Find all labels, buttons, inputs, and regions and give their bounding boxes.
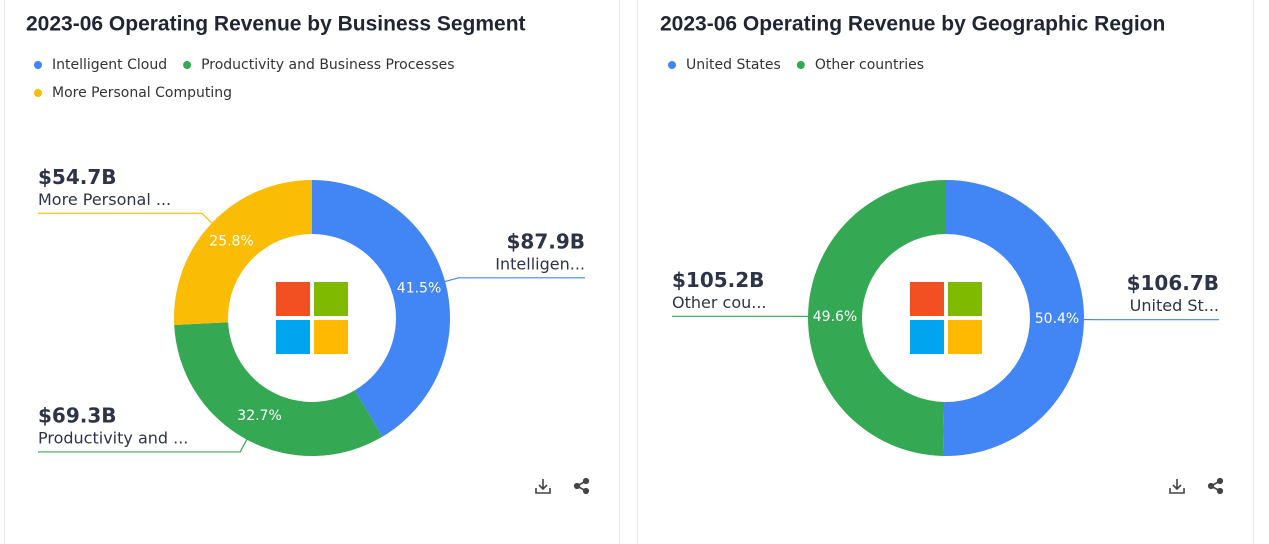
logo-tile [314, 282, 348, 316]
value-label: $87.9B [506, 229, 585, 253]
logo-tile [948, 320, 982, 354]
download-button[interactable] [535, 479, 551, 494]
callout-label: Intelligen... [495, 254, 585, 273]
donut-segment [174, 180, 312, 326]
donut-segment [174, 322, 383, 456]
legend-label: More Personal Computing [52, 85, 232, 101]
percent-label: 41.5% [397, 281, 441, 297]
donut-segment [942, 180, 1084, 456]
percent-label: 49.6% [813, 309, 857, 325]
callout-label: More Personal ... [38, 190, 171, 209]
legend-marker [183, 61, 192, 69]
share-button[interactable] [1207, 477, 1224, 495]
donut-segment [807, 180, 946, 456]
download-button[interactable] [1169, 479, 1185, 494]
callout-label: United St... [1130, 296, 1219, 315]
logo-tile [910, 320, 944, 354]
callout-label: Other cou... [672, 293, 767, 312]
logo-tile [910, 282, 944, 316]
legend-marker [34, 89, 42, 97]
percent-label: 32.7% [237, 408, 281, 424]
value-label: $54.7B [38, 165, 117, 189]
callout-line [38, 212, 216, 227]
logo-tile [948, 282, 982, 316]
callout-line [441, 277, 585, 284]
share-button[interactable] [573, 477, 590, 495]
chart-title: 2023-06 Operating Revenue by Geographic … [660, 13, 1165, 36]
value-label: $105.2B [672, 268, 764, 292]
legend-label: United States [686, 57, 781, 73]
percent-label: 25.8% [209, 234, 253, 250]
value-label: $106.7B [1127, 271, 1219, 295]
legend-marker [34, 61, 42, 69]
logo-tile [314, 320, 348, 354]
callout-line [38, 435, 250, 453]
callout-label: Productivity and ... [38, 428, 188, 447]
donut-segment [312, 180, 450, 437]
percent-label: 50.4% [1035, 311, 1079, 327]
legend-label: Productivity and Business Processes [201, 57, 454, 73]
legend-label: Intelligent Cloud [52, 57, 167, 73]
value-label: $69.3B [38, 403, 117, 427]
legend-marker [668, 61, 676, 69]
legend-label: Other countries [815, 57, 924, 73]
chart-title: 2023-06 Operating Revenue by Business Se… [26, 13, 526, 36]
logo-tile [276, 320, 310, 354]
legend-marker [796, 61, 805, 69]
logo-tile [276, 282, 310, 316]
